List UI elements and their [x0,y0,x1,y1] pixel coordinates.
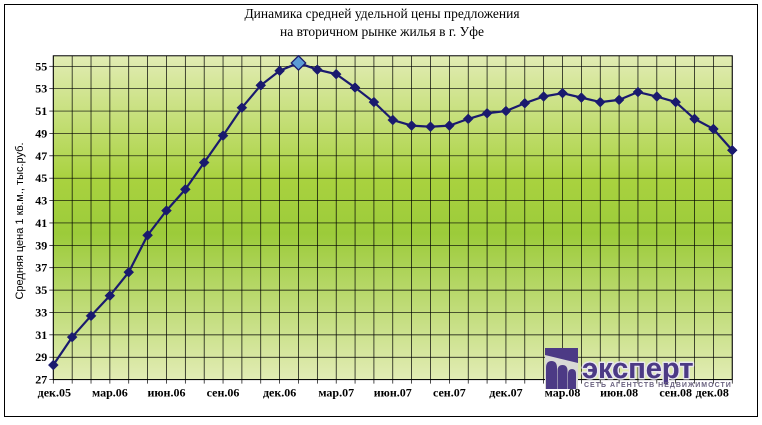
svg-text:37: 37 [35,261,47,275]
svg-text:СЕТЬ АГЕНТСТВ НЕДВИЖИМОСТИ: СЕТЬ АГЕНТСТВ НЕДВИЖИМОСТИ [584,382,732,389]
svg-text:27: 27 [35,373,47,387]
svg-text:51: 51 [35,104,47,118]
svg-text:33: 33 [35,305,47,319]
svg-text:дек.07: дек.07 [489,386,522,400]
svg-text:53: 53 [35,82,47,96]
svg-text:июн.07: июн.07 [374,386,412,400]
svg-text:47: 47 [35,149,47,163]
svg-text:35: 35 [35,283,47,297]
svg-text:июн.06: июн.06 [147,386,185,400]
svg-text:мар.07: мар.07 [318,386,354,400]
svg-text:49: 49 [35,126,47,140]
svg-text:сен.07: сен.07 [433,386,466,400]
svg-text:29: 29 [35,350,47,364]
svg-text:43: 43 [35,194,47,208]
svg-text:55: 55 [35,59,47,73]
svg-text:сен.06: сен.06 [207,386,240,400]
svg-text:45: 45 [35,171,47,185]
svg-text:39: 39 [35,238,47,252]
svg-text:дек.06: дек.06 [263,386,296,400]
svg-text:эксперт: эксперт [582,353,693,385]
svg-text:дек.05: дек.05 [38,386,71,400]
svg-text:мар.06: мар.06 [92,386,128,400]
svg-text:41: 41 [35,216,47,230]
svg-text:31: 31 [35,328,47,342]
